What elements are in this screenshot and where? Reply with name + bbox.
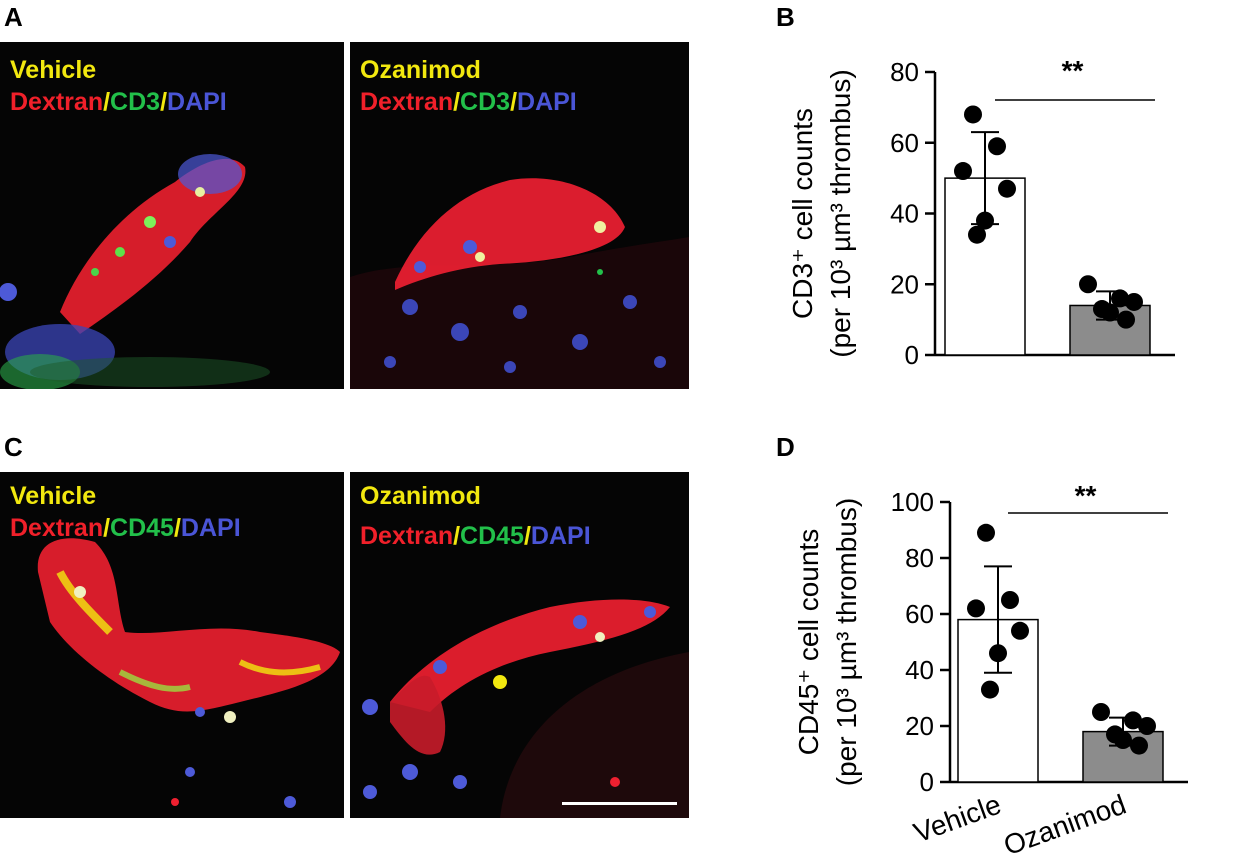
panel-letter-b: B bbox=[776, 2, 795, 32]
panel-letter-a: A bbox=[4, 2, 23, 32]
y-tick-label: 0 bbox=[905, 340, 919, 370]
stain-dextran: Dextran bbox=[360, 88, 454, 116]
stain-dapi: DAPI bbox=[530, 522, 591, 550]
treatment-label: Vehicle bbox=[10, 56, 97, 84]
x-tick-label: Vehicle bbox=[910, 789, 1005, 849]
stain-marker: CD45 bbox=[110, 514, 174, 542]
micrograph-c-vehicle-image bbox=[37, 538, 340, 808]
y-tick-label: 100 bbox=[891, 487, 934, 517]
data-point bbox=[967, 599, 985, 618]
data-point bbox=[998, 179, 1016, 198]
stain-dapi: DAPI bbox=[167, 88, 227, 116]
stain-dapi: DAPI bbox=[180, 514, 241, 542]
y-axis-title: (per 10³ µm³ thrombus) bbox=[825, 69, 856, 357]
stain-legend: Dextran/CD45/DAPI bbox=[10, 514, 241, 543]
stain-marker: CD45 bbox=[460, 522, 524, 550]
stain-separator: / bbox=[523, 522, 531, 550]
significance-label: ** bbox=[1075, 480, 1097, 511]
data-point bbox=[988, 137, 1006, 156]
micrograph-a-vehicle: Vehicle Dextran/CD3/DAPI bbox=[0, 42, 344, 389]
data-point bbox=[1011, 621, 1029, 640]
y-axis-title: CD45⁺ cell counts bbox=[793, 529, 824, 755]
stain-dapi: DAPI bbox=[517, 88, 577, 116]
stain-dextran: Dextran bbox=[360, 522, 454, 550]
y-tick-label: 0 bbox=[920, 767, 934, 797]
data-point bbox=[1079, 275, 1097, 294]
data-point bbox=[1001, 591, 1019, 609]
y-axis-title: (per 10³ µm³ thrombus) bbox=[831, 498, 862, 786]
micrograph-a-vehicle-image bbox=[0, 154, 270, 389]
data-point bbox=[964, 105, 982, 124]
micrograph-a-ozanimod: Ozanimod Dextran/CD3/DAPI bbox=[350, 42, 689, 389]
data-point bbox=[1124, 711, 1142, 730]
stain-separator: / bbox=[103, 88, 111, 116]
y-axis-title: CD3⁺ cell counts bbox=[787, 108, 818, 319]
y-tick-label: 40 bbox=[905, 655, 934, 685]
micrograph-c-ozanimod-image bbox=[362, 599, 689, 818]
y-tick-label: 60 bbox=[890, 128, 919, 158]
micrograph-a-ozanimod-image bbox=[350, 178, 689, 389]
stain-separator: / bbox=[103, 514, 111, 542]
data-point bbox=[1117, 310, 1135, 329]
stain-legend: Dextran/CD45/DAPI bbox=[360, 522, 591, 551]
data-point bbox=[981, 680, 999, 699]
data-point bbox=[1130, 736, 1148, 755]
treatment-label: Ozanimod bbox=[360, 482, 481, 510]
stain-marker: CD3 bbox=[110, 88, 161, 116]
x-tick-label: Ozanimod bbox=[1000, 789, 1131, 862]
panel-letter-c: C bbox=[4, 432, 23, 462]
panel-letter-d: D bbox=[776, 432, 795, 462]
stain-legend: Dextran/CD3/DAPI bbox=[360, 88, 577, 117]
data-point bbox=[1114, 731, 1132, 749]
data-point bbox=[968, 225, 986, 244]
stain-separator: / bbox=[453, 88, 461, 116]
micrograph-c-vehicle: Vehicle Dextran/CD45/DAPI bbox=[0, 472, 344, 818]
stain-separator: / bbox=[510, 88, 518, 116]
data-point bbox=[1111, 289, 1129, 308]
stain-separator: / bbox=[453, 522, 461, 550]
y-tick-label: 40 bbox=[890, 199, 919, 229]
stain-dextran: Dextran bbox=[10, 88, 104, 116]
y-tick-label: 60 bbox=[905, 599, 934, 629]
data-point bbox=[954, 162, 972, 181]
y-tick-label: 20 bbox=[905, 711, 934, 741]
data-point bbox=[1092, 703, 1110, 721]
data-point bbox=[989, 644, 1007, 663]
data-point bbox=[976, 211, 994, 230]
y-tick-label: 80 bbox=[905, 543, 934, 573]
data-point bbox=[977, 523, 995, 542]
stain-marker: CD3 bbox=[460, 88, 511, 116]
scale-bar bbox=[562, 802, 677, 805]
stain-separator: / bbox=[173, 514, 181, 542]
stain-separator: / bbox=[160, 88, 168, 116]
treatment-label: Ozanimod bbox=[360, 56, 481, 84]
stain-legend: Dextran/CD3/DAPI bbox=[10, 88, 227, 117]
y-tick-label: 20 bbox=[890, 269, 919, 299]
micrograph-c-ozanimod: Ozanimod Dextran/CD45/DAPI bbox=[350, 472, 689, 818]
y-tick-label: 80 bbox=[890, 57, 919, 87]
treatment-label: Vehicle bbox=[10, 482, 97, 510]
data-point bbox=[1138, 717, 1156, 735]
significance-label: ** bbox=[1062, 55, 1084, 86]
data-point bbox=[1125, 292, 1143, 311]
stain-dextran: Dextran bbox=[10, 514, 104, 542]
data-point bbox=[1101, 303, 1119, 322]
